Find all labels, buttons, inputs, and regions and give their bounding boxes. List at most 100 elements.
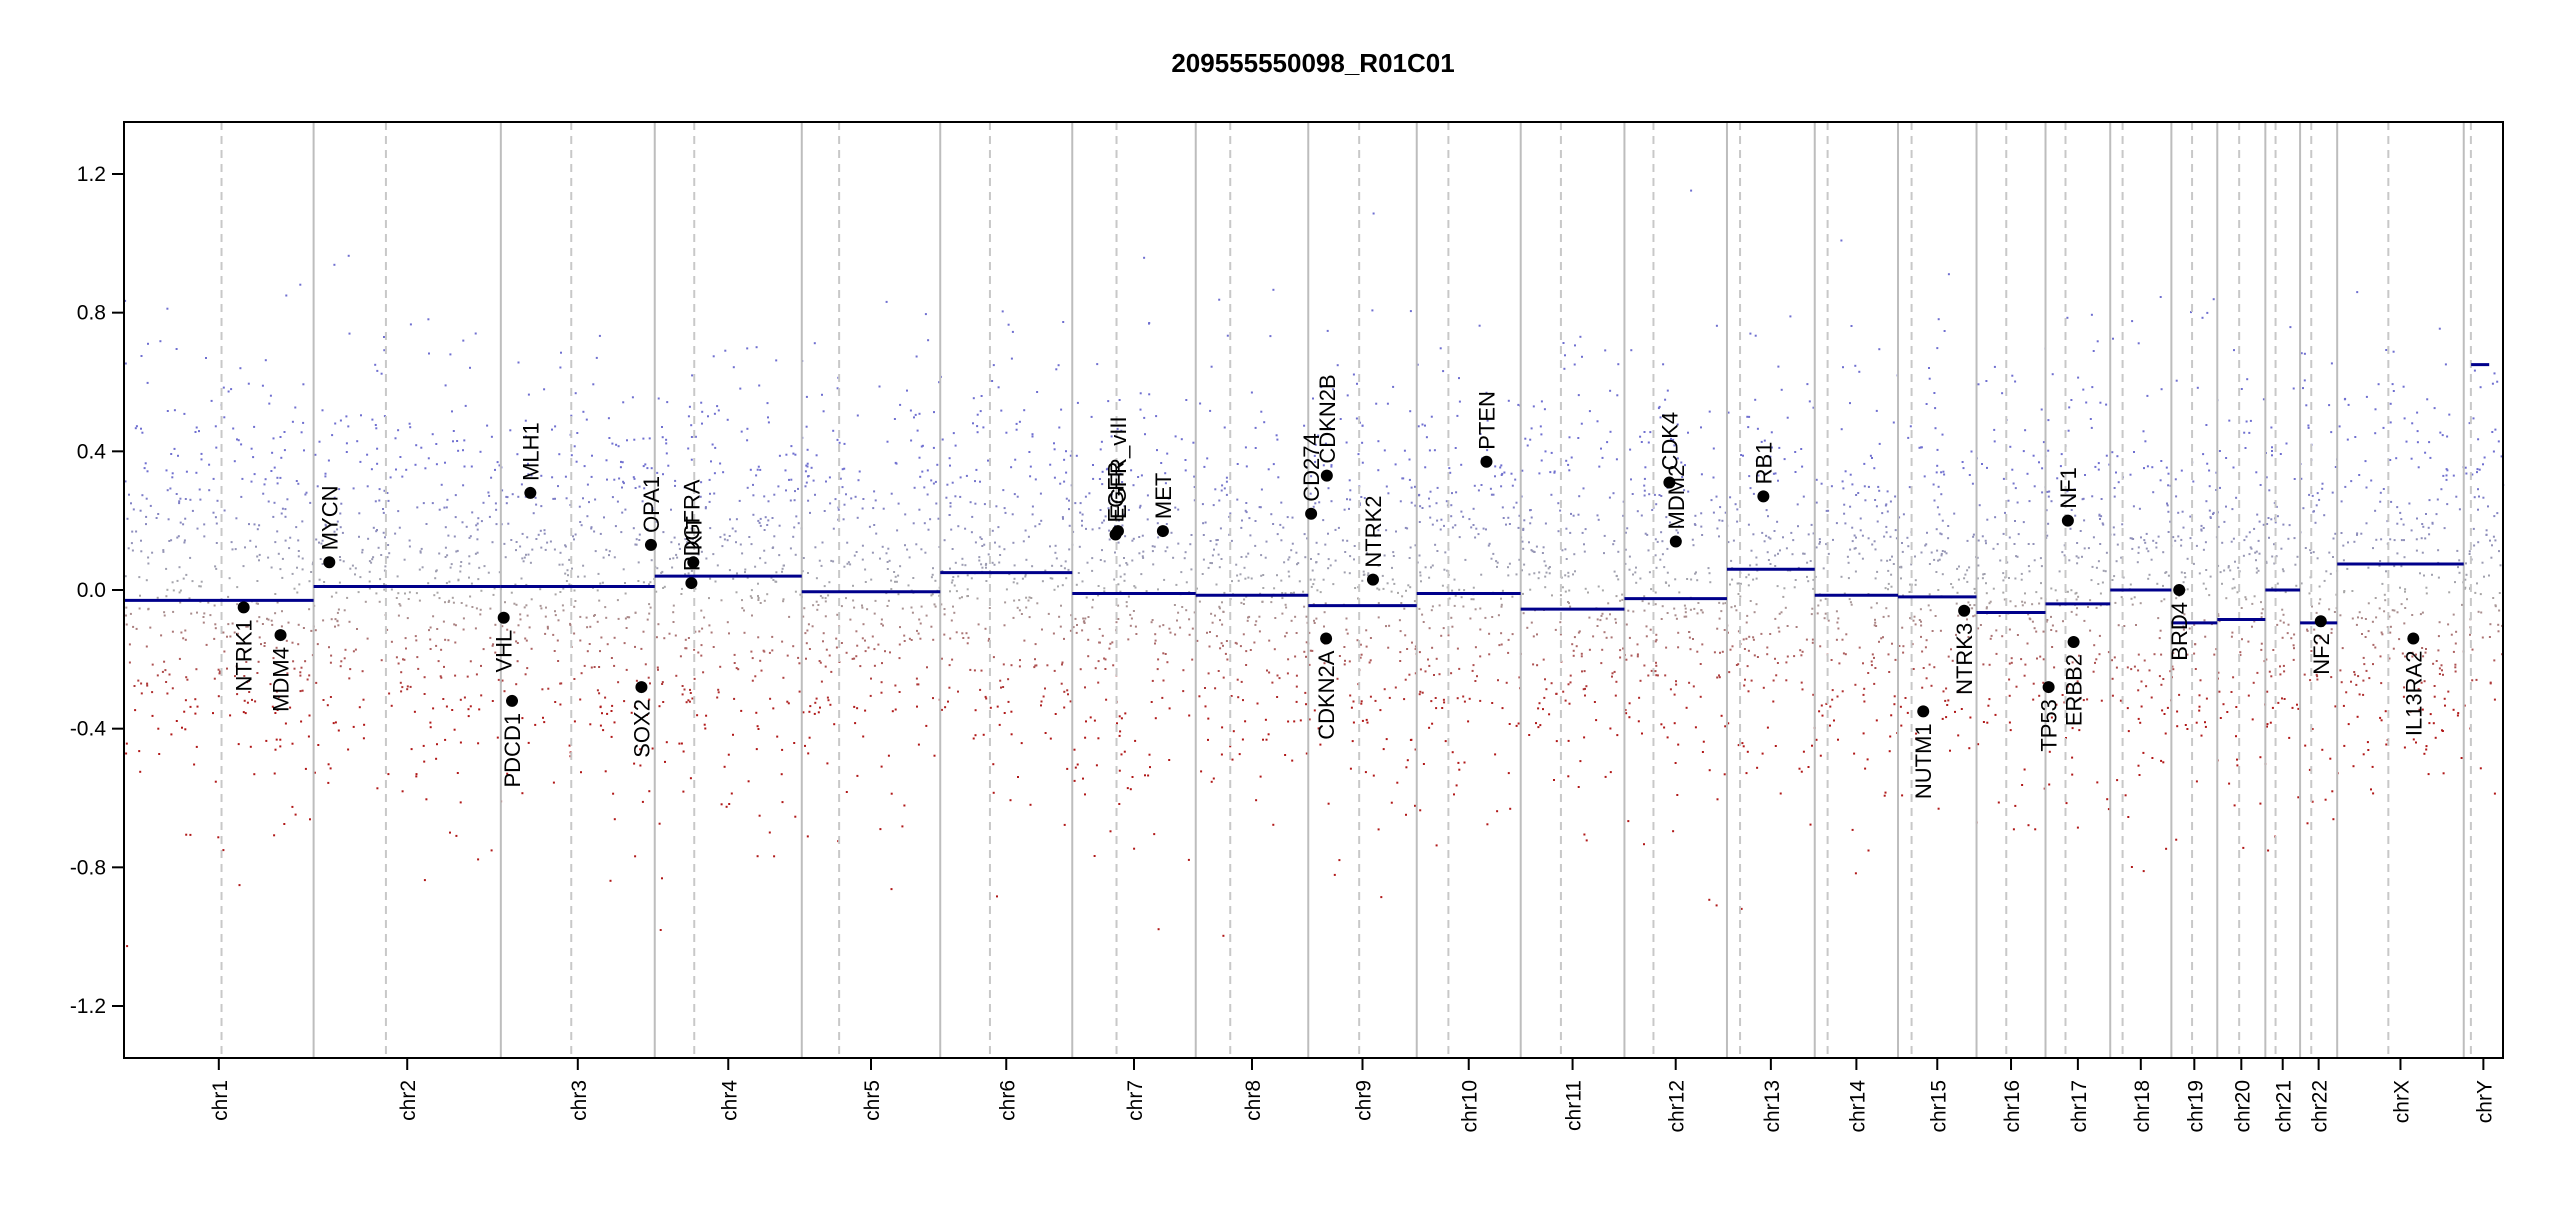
probe-point (454, 516, 457, 519)
probe-point (697, 651, 700, 654)
probe-point (1538, 702, 1541, 705)
probe-point (438, 508, 441, 511)
probe-point (372, 526, 375, 529)
probe-point (339, 665, 342, 668)
probe-point (632, 527, 635, 530)
probe-point (2353, 671, 2356, 673)
probe-point (147, 608, 150, 611)
probe-point (2260, 642, 2263, 645)
probe-point (134, 427, 137, 430)
probe-point (1494, 753, 1497, 756)
probe-point (2217, 671, 2220, 674)
probe-point (371, 418, 374, 421)
probe-point (806, 448, 809, 451)
probe-point (910, 639, 913, 641)
probe-point (590, 526, 593, 529)
probe-point (316, 485, 319, 488)
probe-point (2444, 704, 2446, 707)
probe-point (1285, 631, 1288, 634)
probe-point (445, 705, 448, 708)
probe-point (2137, 342, 2140, 345)
probe-point (1092, 598, 1094, 601)
probe-point (1940, 493, 1943, 496)
probe-point (2260, 601, 2262, 604)
probe-point (1451, 492, 1453, 495)
probe-point (716, 696, 719, 699)
probe-point (527, 473, 530, 476)
probe-point (1477, 533, 1480, 536)
probe-point (1366, 552, 1369, 555)
probe-point (1352, 700, 1355, 703)
probe-point (1891, 555, 1893, 558)
probe-point (1381, 574, 1384, 577)
probe-point (443, 665, 445, 668)
probe-point (1700, 525, 1703, 528)
probe-point (1544, 450, 1547, 453)
probe-point (2221, 541, 2224, 544)
probe-point (1891, 642, 1893, 645)
probe-point (916, 629, 918, 632)
probe-point (862, 498, 865, 500)
probe-point (1915, 732, 1918, 735)
probe-point (2279, 453, 2282, 455)
probe-point (339, 419, 342, 422)
probe-point (840, 642, 843, 644)
probe-point (941, 570, 944, 573)
probe-point (870, 677, 872, 680)
probe-point (374, 424, 377, 426)
probe-point (1514, 478, 1517, 481)
probe-point (759, 468, 762, 471)
probe-point (785, 453, 788, 456)
probe-point (2032, 454, 2035, 457)
probe-point (1500, 597, 1502, 600)
probe-point (604, 770, 607, 773)
probe-point (2272, 649, 2275, 651)
probe-point (1093, 855, 1096, 857)
probe-point (270, 566, 273, 569)
probe-point (784, 469, 787, 472)
probe-point (834, 498, 837, 501)
probe-point (1578, 495, 1581, 498)
probe-point (1825, 543, 1828, 546)
probe-point (2176, 710, 2179, 713)
probe-point (1777, 365, 1780, 368)
probe-point (2124, 794, 2127, 797)
probe-point (1609, 771, 1612, 774)
probe-point (549, 540, 552, 543)
probe-point (940, 657, 943, 660)
probe-point (175, 493, 178, 495)
probe-point (1091, 606, 1094, 609)
probe-point (2332, 537, 2335, 540)
probe-point (1528, 573, 1531, 576)
probe-point (2041, 491, 2044, 494)
probe-point (1142, 556, 1145, 559)
probe-point (1298, 580, 1301, 583)
probe-point (1352, 721, 1355, 724)
probe-point (1807, 766, 1810, 768)
probe-point (1074, 502, 1077, 505)
probe-point (178, 591, 181, 594)
probe-point (424, 467, 427, 470)
probe-point (825, 480, 827, 483)
probe-point (490, 435, 493, 438)
probe-point (816, 608, 819, 611)
probe-point (564, 545, 567, 548)
probe-point (1247, 576, 1250, 579)
probe-point (1565, 527, 1568, 530)
probe-point (1111, 641, 1114, 644)
probe-point (588, 643, 591, 645)
probe-point (397, 592, 400, 595)
probe-point (798, 662, 801, 665)
probe-point (893, 571, 896, 573)
probe-point (1627, 820, 1630, 823)
probe-point (1341, 539, 1344, 542)
probe-point (304, 493, 307, 496)
probe-point (456, 440, 459, 442)
probe-point (655, 636, 658, 639)
probe-point (686, 541, 689, 544)
probe-point (264, 359, 267, 362)
probe-point (1164, 653, 1167, 655)
probe-point (1353, 545, 1356, 547)
probe-point (2281, 697, 2283, 700)
probe-point (214, 425, 217, 428)
